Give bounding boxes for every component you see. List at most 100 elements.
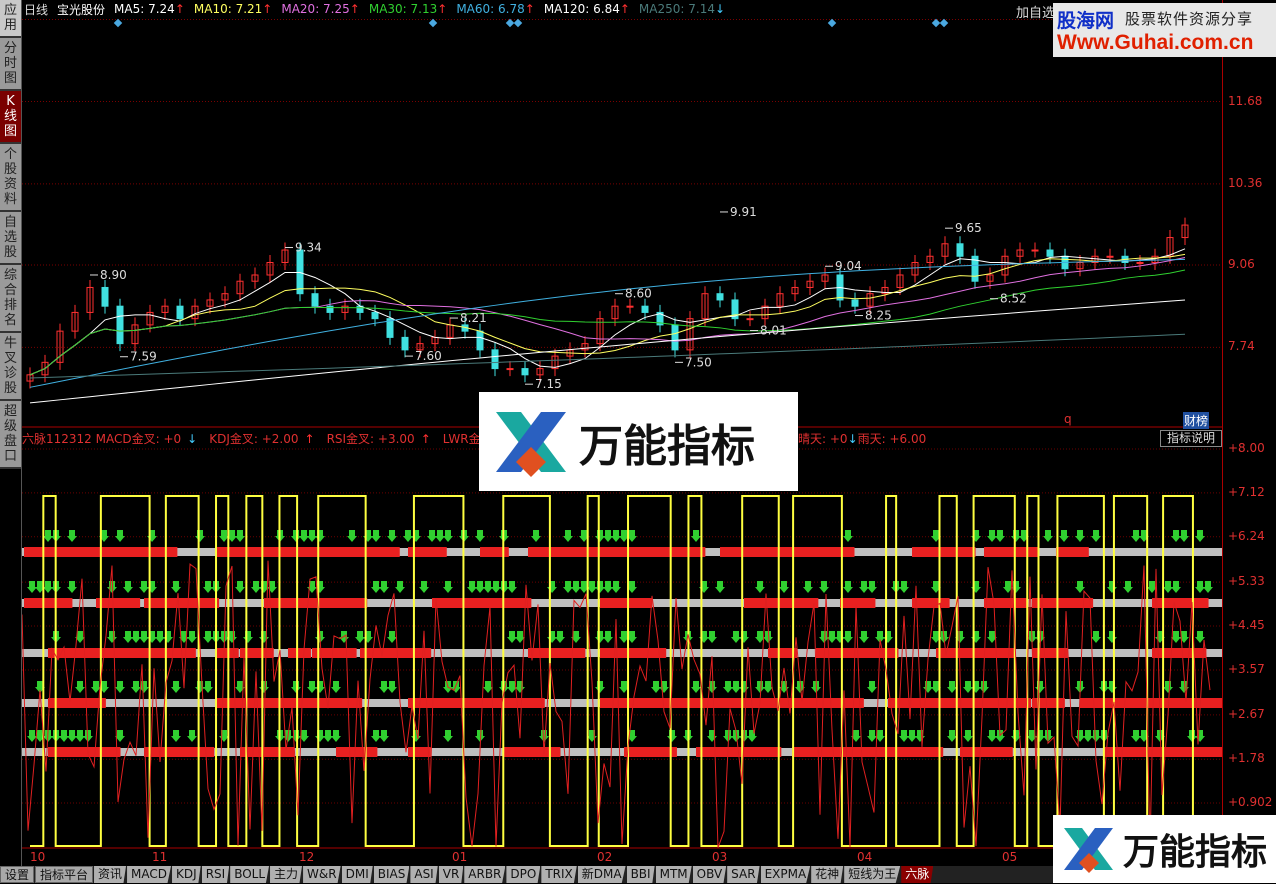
signal-arrow-down-icon [1035, 681, 1045, 693]
ma-legend-2: MA20: 7.25 ↑ [281, 2, 359, 16]
candle [536, 368, 544, 376]
signal-arrow-down-icon [859, 631, 869, 643]
signal-arrow-down-icon [867, 730, 877, 742]
sidebar-item-3[interactable]: 个股资料 [0, 144, 21, 212]
sidebar-item-7[interactable]: 超级盘口 [0, 401, 21, 469]
tab-18[interactable]: MTM [655, 866, 692, 883]
indicator-value: 晴天: +0↓ [798, 432, 858, 446]
event-marker-icon[interactable] [513, 18, 523, 28]
tab-7[interactable]: 主力 [270, 866, 303, 883]
signal-red-block [552, 547, 588, 557]
event-marker-icon[interactable] [113, 18, 123, 28]
signal-red-block [912, 547, 952, 557]
event-marker-icon[interactable] [827, 18, 837, 28]
tab-9[interactable]: DMI [341, 866, 373, 883]
signal-arrow-down-icon [987, 730, 997, 742]
tab-2[interactable]: 资讯 [94, 866, 127, 883]
signal-arrow-down-icon [611, 530, 621, 542]
signal-red-block [720, 547, 773, 557]
tab-15[interactable]: TRIX [541, 866, 577, 883]
banner-site: 股海网 [1057, 10, 1115, 32]
tab-4[interactable]: KDJ [172, 866, 201, 883]
signal-arrow-down-icon [595, 631, 605, 643]
sidebar-item-0[interactable]: 应用 [0, 0, 21, 38]
event-marker-icon[interactable] [931, 18, 941, 28]
candle [746, 318, 754, 321]
signal-red-block [1056, 598, 1094, 608]
signal-arrow-down-icon [443, 530, 453, 542]
tab-13[interactable]: ARBR [464, 866, 506, 883]
signal-arrow-down-icon [1163, 681, 1173, 693]
signal-arrow-down-icon [219, 631, 229, 643]
candle [281, 249, 289, 264]
tab-20[interactable]: SAR [727, 866, 760, 883]
signal-row [22, 748, 1222, 756]
tab-11[interactable]: ASI [410, 866, 438, 883]
watermark-logo-icon [496, 411, 566, 477]
tab-6[interactable]: BOLL [230, 866, 270, 883]
tab-8[interactable]: W&R [303, 866, 341, 883]
event-marker-icon[interactable] [428, 18, 438, 28]
tab-19[interactable]: OBV [692, 866, 727, 883]
signal-arrow-down-icon [1171, 631, 1181, 643]
tab-23[interactable]: 短线为王 [844, 866, 901, 883]
candle [611, 305, 619, 320]
signal-arrow-down-icon [691, 530, 701, 542]
tab-17[interactable]: BBI [626, 866, 655, 883]
sidebar-item-2[interactable]: K线图 [0, 91, 21, 144]
candle [791, 286, 799, 295]
indicator-text: 六脉112312 MACD金叉: +0 [22, 432, 182, 446]
candle [266, 262, 274, 276]
signal-arrow-down-icon [483, 681, 493, 693]
sidebar-item-6[interactable]: 牛叉诊股 [0, 333, 21, 401]
candle [911, 262, 919, 276]
signal-red-block [1200, 698, 1222, 708]
signal-arrow-down-icon [259, 681, 269, 693]
tab-0[interactable]: 设置 [0, 866, 35, 883]
signal-red-block [192, 598, 220, 608]
tab-24[interactable]: 六脉 [901, 866, 934, 883]
ma5-line [29, 248, 1186, 376]
tab-14[interactable]: DPO [506, 866, 541, 883]
signal-arrow-down-icon [443, 581, 453, 593]
event-marker-icon[interactable] [939, 18, 949, 28]
candle [386, 318, 394, 338]
price-tick: 9.06 [1228, 257, 1255, 271]
candle [896, 274, 904, 288]
signal-arrow-down-icon [875, 631, 885, 643]
tab-16[interactable]: 新DMA [577, 866, 626, 883]
tab-22[interactable]: 花神 [811, 866, 844, 883]
signal-arrow-down-icon [659, 681, 669, 693]
sidebar-item-4[interactable]: 自选股 [0, 212, 21, 265]
indicator-explain-button[interactable]: 指标说明 [1160, 430, 1222, 447]
arrow-up-icon: ↑ [349, 2, 360, 16]
signal-arrow-down-icon [291, 681, 301, 693]
sidebar-item-5[interactable]: 综合排名 [0, 265, 21, 333]
signal-arrow-down-icon [843, 530, 853, 542]
tab-1[interactable]: 指标平台 [35, 866, 94, 883]
kline-chart[interactable]: 8.90 7.59 9.34 7.60 8.21 7.15 8.60 7.50 9.91 8.01… [22, 0, 1222, 866]
signal-arrow-down-icon [83, 730, 93, 742]
signal-red-block [984, 598, 1028, 608]
signal-arrow-down-icon [883, 631, 893, 643]
event-marker-icon[interactable] [505, 18, 515, 28]
caibang-button[interactable]: 财榜 [1183, 412, 1210, 429]
signal-arrow-down-icon [1083, 730, 1093, 742]
sidebar-item-1[interactable]: 分时图 [0, 38, 21, 91]
tab-12[interactable]: VR [438, 866, 464, 883]
indicator-tabs: 设置 指标平台 资讯 MACD KDJ RSI BOLL 主力 W&R DMI BIAS ASI VR A… [0, 866, 1276, 883]
tab-5[interactable]: RSI [201, 866, 230, 883]
candle [1106, 255, 1114, 258]
candle [551, 355, 559, 370]
price-label: 7.50 [685, 355, 712, 369]
month-label: 12 [299, 850, 315, 864]
tab-21[interactable]: EXPMA [760, 866, 811, 883]
add-watchlist-button[interactable]: 加自选 [1016, 6, 1056, 21]
signal-arrow-down-icon [899, 730, 909, 742]
signal-arrow-down-icon [627, 530, 637, 542]
tab-3[interactable]: MACD [127, 866, 172, 883]
ma-value: MA250: 7.14 [638, 2, 715, 16]
month-label: 01 [452, 850, 468, 864]
signal-arrow-down-icon [467, 581, 477, 593]
tab-10[interactable]: BIAS [373, 866, 410, 883]
